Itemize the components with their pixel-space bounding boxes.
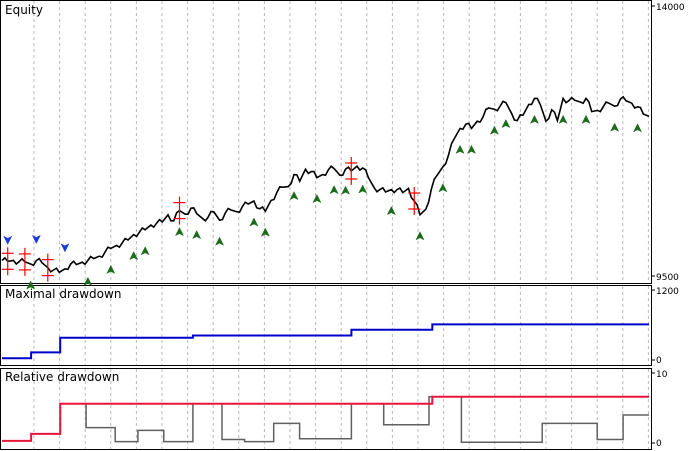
buy-up-marker: [129, 251, 139, 261]
buy-down-marker: [60, 243, 70, 253]
buy-down-marker: [31, 234, 41, 244]
maxdd-panel: [0, 285, 652, 366]
reldd-red-line: [2, 395, 649, 442]
buy-up-marker: [192, 230, 202, 240]
buy-up-marker: [581, 114, 591, 124]
buy-up-marker: [249, 217, 259, 227]
equity-ytick-bottom: 9500: [656, 273, 679, 283]
buy-up-marker: [215, 236, 225, 246]
buy-up-marker: [358, 184, 368, 194]
buy-up-marker: [83, 276, 93, 286]
buy-up-marker: [26, 280, 36, 290]
buy-up-marker: [466, 144, 477, 154]
buy-up-marker: [260, 227, 270, 237]
buy-up-marker: [174, 227, 185, 237]
buy-down-marker: [3, 235, 13, 245]
buy-up-marker: [501, 119, 511, 129]
buy-up-marker: [438, 183, 448, 193]
sell-marker: [173, 196, 186, 225]
equity-plot: [1, 95, 650, 290]
sell-marker: [345, 157, 358, 185]
sell-marker: [41, 253, 54, 282]
equity-title: Equity: [5, 3, 43, 17]
equity-panel: [0, 0, 652, 284]
buy-up-marker: [386, 206, 396, 216]
buy-up-marker: [106, 264, 116, 274]
reldd-ytick-top: 10: [656, 370, 668, 380]
buy-up-marker: [312, 194, 322, 204]
buy-up-marker: [489, 125, 499, 135]
reldd-panel: [0, 368, 652, 450]
reldd-gray-line: [85, 396, 649, 444]
maxdd-plot: [2, 323, 649, 360]
buy-up-marker: [340, 185, 351, 195]
buy-up-marker: [329, 185, 339, 195]
buy-up-marker: [632, 123, 643, 133]
maxdd-ytick-top: 1200: [656, 287, 679, 297]
sell-marker: [408, 187, 421, 215]
reldd-title: Relative drawdown: [5, 370, 119, 384]
maxdd-ytick-bottom: 0: [656, 356, 662, 366]
buy-up-marker: [529, 114, 540, 124]
buy-up-marker: [415, 231, 425, 241]
equity-line: [1, 95, 650, 274]
sell-marker: [1, 247, 14, 276]
buy-up-marker: [610, 122, 620, 132]
reldd-ytick-bottom: 0: [656, 439, 662, 449]
buy-up-marker: [289, 191, 299, 201]
sell-marker: [18, 247, 31, 276]
equity-ytick-top: 14000: [656, 3, 685, 13]
buy-up-marker: [140, 246, 150, 256]
maxdd-title: Maximal drawdown: [5, 287, 121, 301]
maxdd-line: [2, 323, 649, 360]
reldd-plot: [2, 395, 649, 444]
buy-up-marker: [455, 144, 465, 154]
buy-up-marker: [558, 114, 568, 124]
